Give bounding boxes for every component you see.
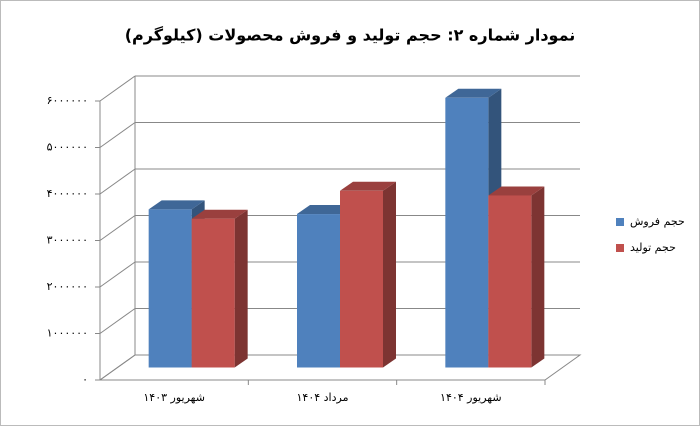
- legend-swatch: [616, 244, 624, 252]
- bar-top: [488, 186, 545, 196]
- grid-line: [99, 308, 136, 334]
- grid-line: [99, 122, 136, 148]
- bar-top: [297, 205, 353, 215]
- legend-swatch: [616, 218, 624, 226]
- y-tick-label: ۲۰۰۰۰۰۰: [47, 280, 88, 293]
- bar: [191, 218, 235, 368]
- bar: [445, 97, 489, 368]
- y-tick-label: ۴۰۰۰۰۰۰: [47, 187, 88, 200]
- y-tick-label: ۰: [82, 373, 88, 386]
- bar-side: [383, 181, 396, 368]
- bar-top: [148, 200, 205, 210]
- grid-line: [99, 215, 136, 241]
- bar-top: [340, 181, 396, 191]
- bar-top: [445, 88, 502, 98]
- y-tick-label: ۱۰۰۰۰۰۰: [47, 327, 88, 340]
- bar-side: [234, 209, 248, 368]
- grid-line: [99, 168, 136, 195]
- grid-line: [99, 354, 136, 381]
- bar: [340, 190, 383, 368]
- x-tick-label: شهریور ۱۴۰۴: [440, 391, 502, 404]
- bar-side: [531, 186, 545, 368]
- grid-line: [99, 75, 136, 102]
- x-tick-label: شهریور ۱۴۰۳: [143, 391, 205, 404]
- legend-label: حجم تولید: [630, 241, 676, 254]
- bar-top: [191, 209, 248, 219]
- bar: [148, 209, 192, 368]
- legend-label: حجم فروش: [630, 215, 685, 228]
- y-tick-label: ۶۰۰۰۰۰۰: [47, 94, 88, 107]
- bar: [297, 214, 340, 368]
- x-tick-label: مرداد ۱۴۰۴: [297, 391, 349, 404]
- y-tick-label: ۳۰۰۰۰۰۰: [47, 234, 88, 247]
- grid-line: [99, 261, 136, 288]
- chart-title: نمودار شماره ۲: حجم تولید و فروش محصولات…: [125, 26, 576, 45]
- y-tick-label: ۵۰۰۰۰۰۰: [47, 141, 88, 154]
- bar: [488, 195, 532, 368]
